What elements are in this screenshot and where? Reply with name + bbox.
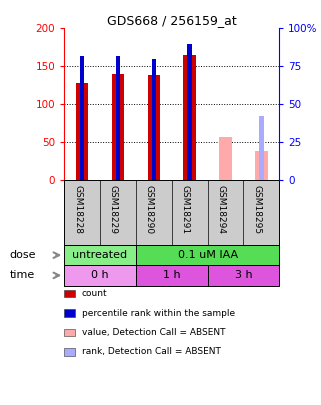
Text: value, Detection Call = ABSENT: value, Detection Call = ABSENT bbox=[82, 328, 225, 337]
Bar bbox=[136, 245, 279, 265]
Bar bbox=[183, 55, 196, 180]
Bar bbox=[187, 43, 192, 180]
Text: untreated: untreated bbox=[73, 250, 128, 260]
Bar bbox=[80, 55, 84, 180]
Bar bbox=[255, 151, 268, 180]
Text: count: count bbox=[82, 289, 108, 298]
Text: rank, Detection Call = ABSENT: rank, Detection Call = ABSENT bbox=[82, 347, 221, 356]
Bar bbox=[64, 265, 136, 286]
Bar bbox=[148, 75, 160, 180]
Bar bbox=[136, 265, 208, 286]
Text: GSM18229: GSM18229 bbox=[109, 185, 118, 234]
Title: GDS668 / 256159_at: GDS668 / 256159_at bbox=[107, 14, 237, 27]
Text: time: time bbox=[10, 271, 35, 280]
Text: 3 h: 3 h bbox=[235, 271, 252, 280]
Text: percentile rank within the sample: percentile rank within the sample bbox=[82, 309, 235, 318]
Text: dose: dose bbox=[10, 250, 36, 260]
Text: GSM18295: GSM18295 bbox=[252, 185, 261, 234]
Bar bbox=[219, 137, 232, 180]
Bar bbox=[76, 83, 88, 180]
Text: GSM18228: GSM18228 bbox=[73, 185, 82, 234]
Text: GSM18290: GSM18290 bbox=[145, 185, 154, 234]
Bar bbox=[152, 59, 156, 180]
Bar bbox=[116, 55, 120, 180]
Bar bbox=[64, 245, 136, 265]
Text: 0.1 uM IAA: 0.1 uM IAA bbox=[178, 250, 238, 260]
Text: 0 h: 0 h bbox=[91, 271, 109, 280]
Text: 1 h: 1 h bbox=[163, 271, 180, 280]
Text: GSM18291: GSM18291 bbox=[181, 185, 190, 234]
Bar bbox=[112, 74, 124, 180]
Bar bbox=[208, 265, 279, 286]
Bar bbox=[259, 116, 264, 180]
Text: GSM18294: GSM18294 bbox=[216, 185, 225, 234]
